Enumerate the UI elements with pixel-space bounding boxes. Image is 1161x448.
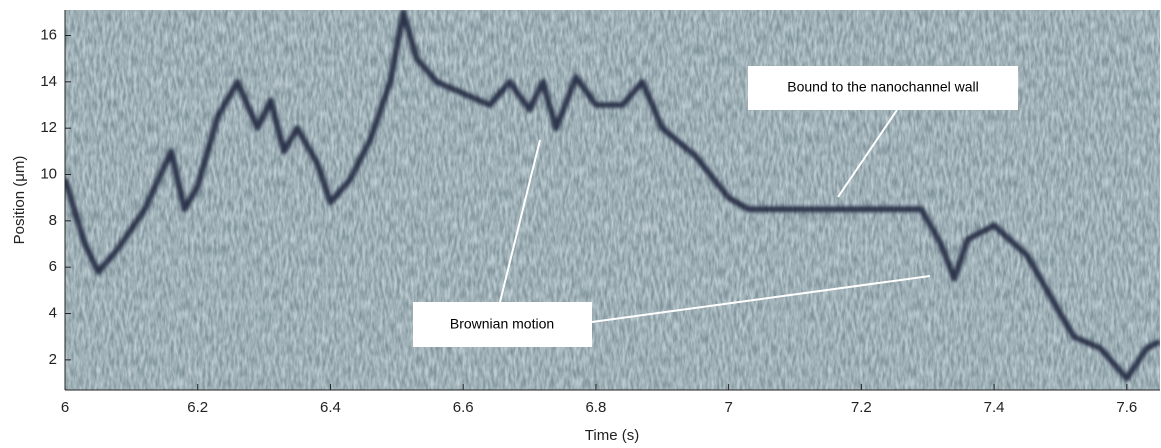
x-tick-label: 7.2 [851, 399, 872, 416]
y-tick-label: 14 [40, 73, 57, 90]
x-tick-label: 6 [61, 399, 69, 416]
y-tick-label: 16 [40, 26, 57, 43]
x-tick-label: 6.2 [187, 399, 208, 416]
y-tick-label: 4 [49, 305, 57, 322]
annotation-box [748, 66, 1018, 110]
y-tick-label: 8 [49, 212, 57, 229]
x-tick-label: 6.4 [320, 399, 341, 416]
annotation-pointer [591, 275, 931, 323]
x-tick-label: 6.8 [585, 399, 606, 416]
annotation-box [413, 302, 592, 347]
x-tick-label: 7 [724, 399, 732, 416]
annotation-pointer [499, 139, 541, 303]
x-tick-label: 6.6 [453, 399, 474, 416]
x-tick-label: 7.6 [1116, 399, 1137, 416]
annotation: Brownian motion [450, 316, 554, 332]
annotation-pointer [837, 109, 898, 198]
x-axis-label: Time (s) [585, 427, 639, 444]
annotation: Bound to the nanochannel wall [787, 79, 978, 95]
trajectory [65, 10, 1160, 382]
y-tick-label: 12 [40, 119, 57, 136]
y-tick-label: 10 [40, 165, 57, 182]
y-axis-label: Position (μm) [11, 156, 28, 245]
y-tick-label: 6 [49, 258, 57, 275]
x-tick-label: 7.4 [984, 399, 1005, 416]
y-tick-label: 2 [49, 351, 57, 368]
